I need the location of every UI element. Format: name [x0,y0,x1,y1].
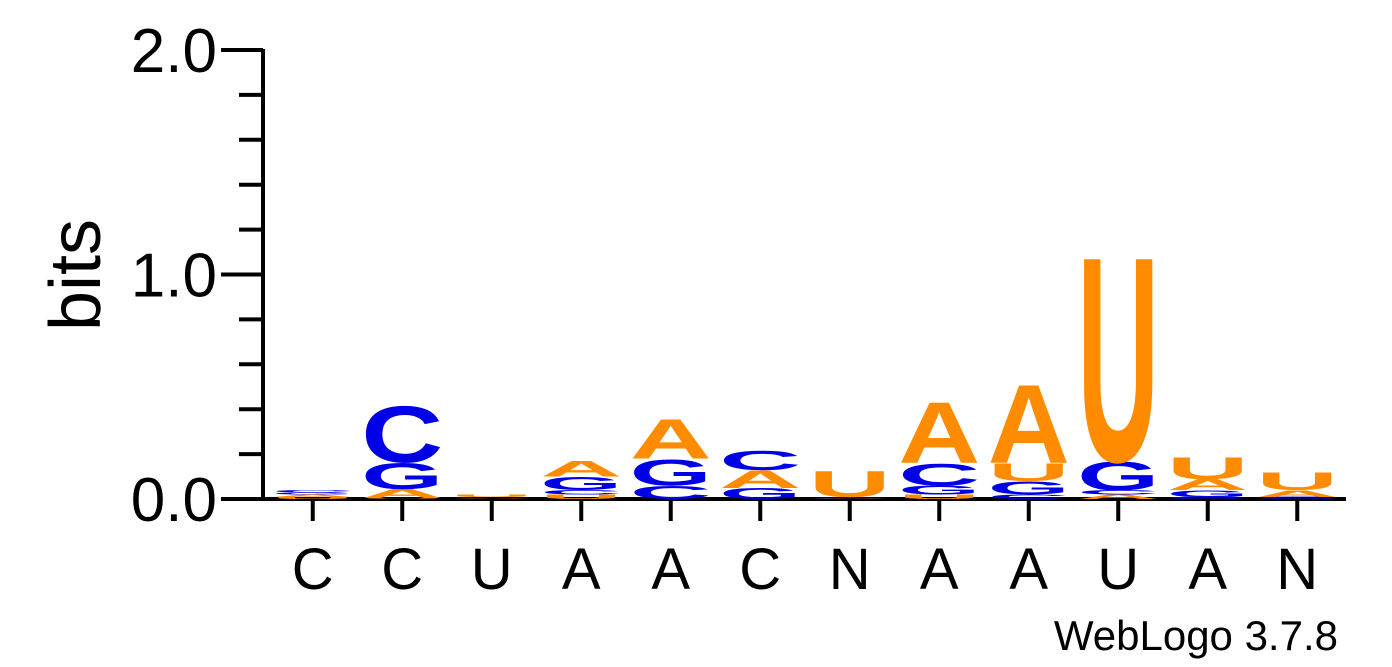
logo-letter-U: U [898,493,980,500]
x-tick-label: N [829,537,871,602]
y-tick-label: 0.0 [131,466,217,535]
logo-letter-G: G [540,473,622,494]
x-tick-label: A [562,537,601,602]
logo-letter-U: U [540,493,622,500]
logo-letter-G: G [630,451,712,493]
logo-letter-A: A [1077,493,1159,500]
logo-letter-G: G [272,492,354,495]
x-tick-label: A [1188,537,1227,602]
logo-letter-C: C [361,389,443,479]
logo-letter-A: A [719,466,801,494]
logo-letter-A: A [272,494,354,497]
logo-letter-A: A [361,487,443,501]
x-tick-label: U [1097,537,1139,602]
logo-letter-C: C [1077,489,1159,496]
y-tick-label: 2.0 [131,17,217,86]
logo-letter-A: A [451,498,533,499]
logo-letter-U: U [1077,197,1159,524]
y-tick-label: 1.0 [131,242,217,311]
logo-letter-A: A [809,497,891,498]
logo-letter-G: G [898,483,980,497]
logo-letter-A: A [988,362,1070,487]
logo-letter-A: A [1256,488,1338,498]
logo-letter-C: C [272,489,354,492]
y-axis-label: bits [36,219,116,331]
logo-letter-U: U [988,459,1070,487]
x-tick-label: A [1009,537,1048,602]
logo-letter-A: A [630,408,712,471]
logo-letter-U: U [451,494,533,497]
x-tick-label: C [381,537,423,602]
logo-letter-G: G [809,498,891,499]
logo-letter-U: U [1256,468,1338,496]
logo-letter-G: G [451,497,533,498]
x-tick-label: A [920,537,959,602]
logo-letter-G: G [1167,488,1249,499]
x-tick-label: A [651,537,690,602]
logo-letter-G: G [1077,453,1159,498]
logo-letter-C: C [809,497,891,498]
logo-letter-C: C [719,444,801,476]
logo-letter-A: A [1167,476,1249,493]
logo-letter-C: C [630,482,712,503]
axes: 0.01.02.0C C U A A C N A A U A N [131,17,1346,602]
x-tick-label: N [1276,537,1318,602]
logo-letter-C: C [898,457,980,492]
logo-letter-C: C [1256,496,1338,499]
logo-letter-G: G [361,455,443,497]
logo-letter-G: G [988,478,1070,499]
logo-letter-A: A [540,457,622,481]
logo-letter-U: U [272,496,354,499]
logo-letter-C: C [540,489,622,496]
credit-label: WebLogo 3.7.8 [1054,612,1338,659]
x-tick-label: U [471,537,513,602]
x-tick-label: C [292,537,334,602]
logo-letter-U: U [1167,451,1249,486]
x-tick-label: C [739,537,781,602]
logo-letter-C: C [1167,496,1249,499]
logo-letter-C: C [988,493,1070,500]
logo-letter-A: A [898,385,980,482]
logo-letter-U: U [809,463,891,505]
logo-letter-G: G [719,485,801,502]
logo-letter-U: U [361,498,443,499]
